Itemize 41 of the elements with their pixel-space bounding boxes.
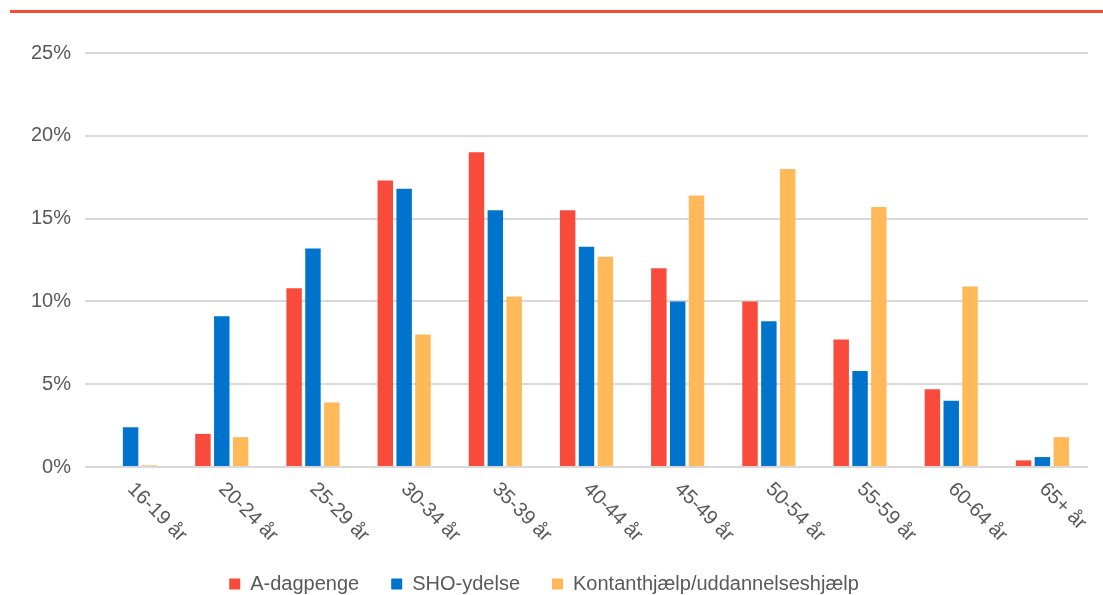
bar (833, 339, 849, 466)
bar (924, 389, 941, 466)
bar (761, 321, 777, 466)
y-tick-label: 25% (30, 40, 72, 63)
x-tick-label: 65+ år (1035, 477, 1092, 534)
bar (286, 288, 302, 466)
y-tick-label: 20% (30, 123, 72, 146)
bar (943, 400, 959, 466)
bar (779, 168, 796, 466)
bar (852, 370, 868, 466)
y-tick-label: 15% (30, 206, 72, 229)
bar (1053, 437, 1069, 466)
bar (506, 296, 522, 466)
bar (597, 256, 614, 466)
bar (962, 286, 978, 466)
bar (324, 402, 340, 466)
bar (214, 316, 230, 466)
bar (195, 433, 211, 466)
y-tick-label: 10% (30, 288, 72, 311)
bar (742, 301, 758, 466)
bar (1034, 457, 1051, 466)
bar (396, 188, 412, 466)
bar (669, 301, 686, 466)
bar (688, 195, 705, 466)
bar (1015, 460, 1032, 466)
bar (305, 248, 321, 466)
y-tick-label: 5% (42, 371, 72, 394)
bar (487, 210, 504, 466)
bar (122, 427, 139, 466)
legend-label: SHO-ydelse (412, 571, 521, 594)
bar (468, 152, 485, 466)
bar (871, 207, 887, 466)
bar (559, 210, 576, 466)
bar (578, 246, 595, 466)
bar (415, 334, 431, 466)
legend-label: Kontanthjælp/uddannelseshjælp (573, 571, 859, 594)
legend-label: A-dagpenge (250, 571, 360, 594)
y-tick-label: 0% (42, 454, 72, 477)
bar (232, 437, 249, 466)
bar (651, 268, 667, 466)
bar (377, 180, 394, 466)
